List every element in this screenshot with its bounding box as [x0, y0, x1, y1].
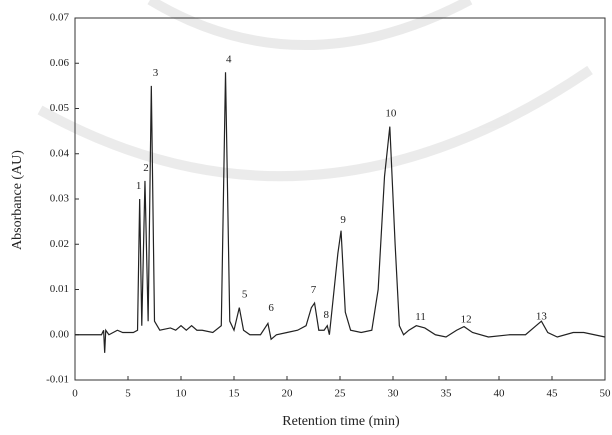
watermark-arc [147, 0, 473, 50]
peak-label: 2 [143, 162, 149, 174]
y-tick-label: 0.05 [50, 102, 70, 114]
y-tick-label: -0.01 [46, 374, 69, 386]
peak-label: 3 [153, 67, 159, 79]
y-tick-label: 0.01 [50, 283, 69, 295]
y-axis-title: Absorbance (AU) [10, 150, 25, 250]
x-tick-label: 20 [282, 388, 294, 400]
trace [75, 72, 606, 353]
peak-label: 4 [226, 53, 232, 65]
y-tick-label: 0.03 [50, 193, 70, 205]
x-tick-label: 45 [547, 388, 559, 400]
x-axis-title: Retention time (min) [282, 414, 400, 429]
peak-label: 11 [415, 311, 426, 323]
x-tick-label: 50 [600, 388, 612, 400]
peak-label: 1 [136, 180, 142, 192]
watermark-arc [37, 65, 593, 182]
peak-label: 6 [268, 302, 274, 314]
x-tick-label: 25 [335, 388, 347, 400]
x-tick-label: 40 [494, 388, 506, 400]
peak-label: 7 [311, 284, 317, 296]
peak-label: 12 [461, 313, 472, 325]
watermark [37, 0, 593, 182]
y-tick-label: 0.06 [50, 57, 70, 69]
x-tick-label: 35 [441, 388, 453, 400]
peak-label: 13 [536, 310, 548, 322]
y-tick-label: 0.04 [50, 147, 70, 159]
peak-label: 8 [323, 309, 329, 321]
x-tick-label: 30 [388, 388, 400, 400]
peak-label: 9 [340, 214, 346, 226]
x-tick-label: 5 [125, 388, 131, 400]
y-tick-label: 0.02 [50, 238, 69, 250]
y-tick-label: 0.00 [50, 328, 70, 340]
y-tick-label: 0.07 [50, 12, 70, 24]
x-tick-label: 10 [176, 388, 188, 400]
peak-label: 10 [385, 108, 397, 120]
x-tick-label: 15 [229, 388, 241, 400]
peak-label: 5 [242, 289, 248, 301]
x-tick-label: 0 [72, 388, 78, 400]
